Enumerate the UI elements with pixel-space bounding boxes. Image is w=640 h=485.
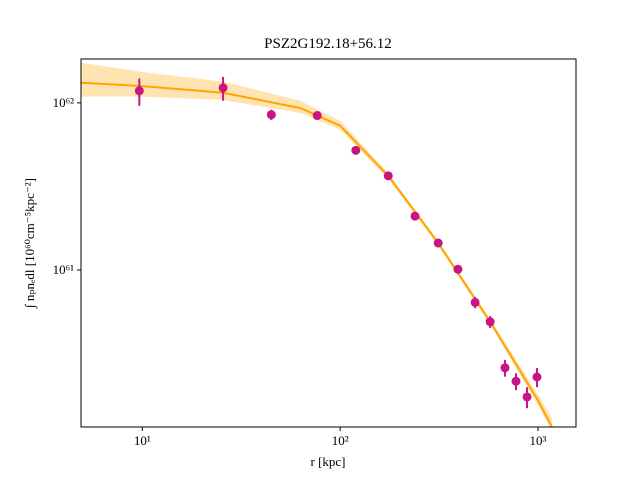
- data-point: [383, 171, 393, 181]
- data-point: [266, 110, 276, 120]
- data-point: [218, 83, 228, 93]
- data-point: [522, 392, 532, 402]
- data-point: [453, 264, 463, 274]
- chart-title: PSZ2G192.18+56.12: [264, 36, 392, 52]
- data-point: [312, 111, 322, 121]
- x-axis-label: r [kpc]: [310, 454, 345, 469]
- data-point: [532, 372, 542, 382]
- data-point: [485, 317, 495, 327]
- data-point: [351, 145, 361, 155]
- x-tick-label: 10²: [332, 433, 349, 448]
- y-axis-label: ∫ nₚnₑdl [10⁶⁰cm⁻⁵kpc⁻²]: [22, 178, 38, 309]
- data-point: [500, 363, 510, 373]
- plot-frame: [80, 58, 577, 428]
- x-tick-label: 10¹: [134, 433, 151, 448]
- plot-area: [81, 62, 553, 427]
- y-tick-label: 10⁶²: [53, 95, 75, 110]
- data-point: [410, 211, 420, 221]
- data-point: [134, 86, 144, 96]
- x-tick-label: 10³: [530, 433, 547, 448]
- y-tick-label: 10⁶¹: [53, 262, 75, 277]
- model-line: [81, 81, 553, 427]
- data-point: [511, 376, 521, 386]
- data-point: [433, 238, 443, 248]
- data-point: [470, 297, 480, 307]
